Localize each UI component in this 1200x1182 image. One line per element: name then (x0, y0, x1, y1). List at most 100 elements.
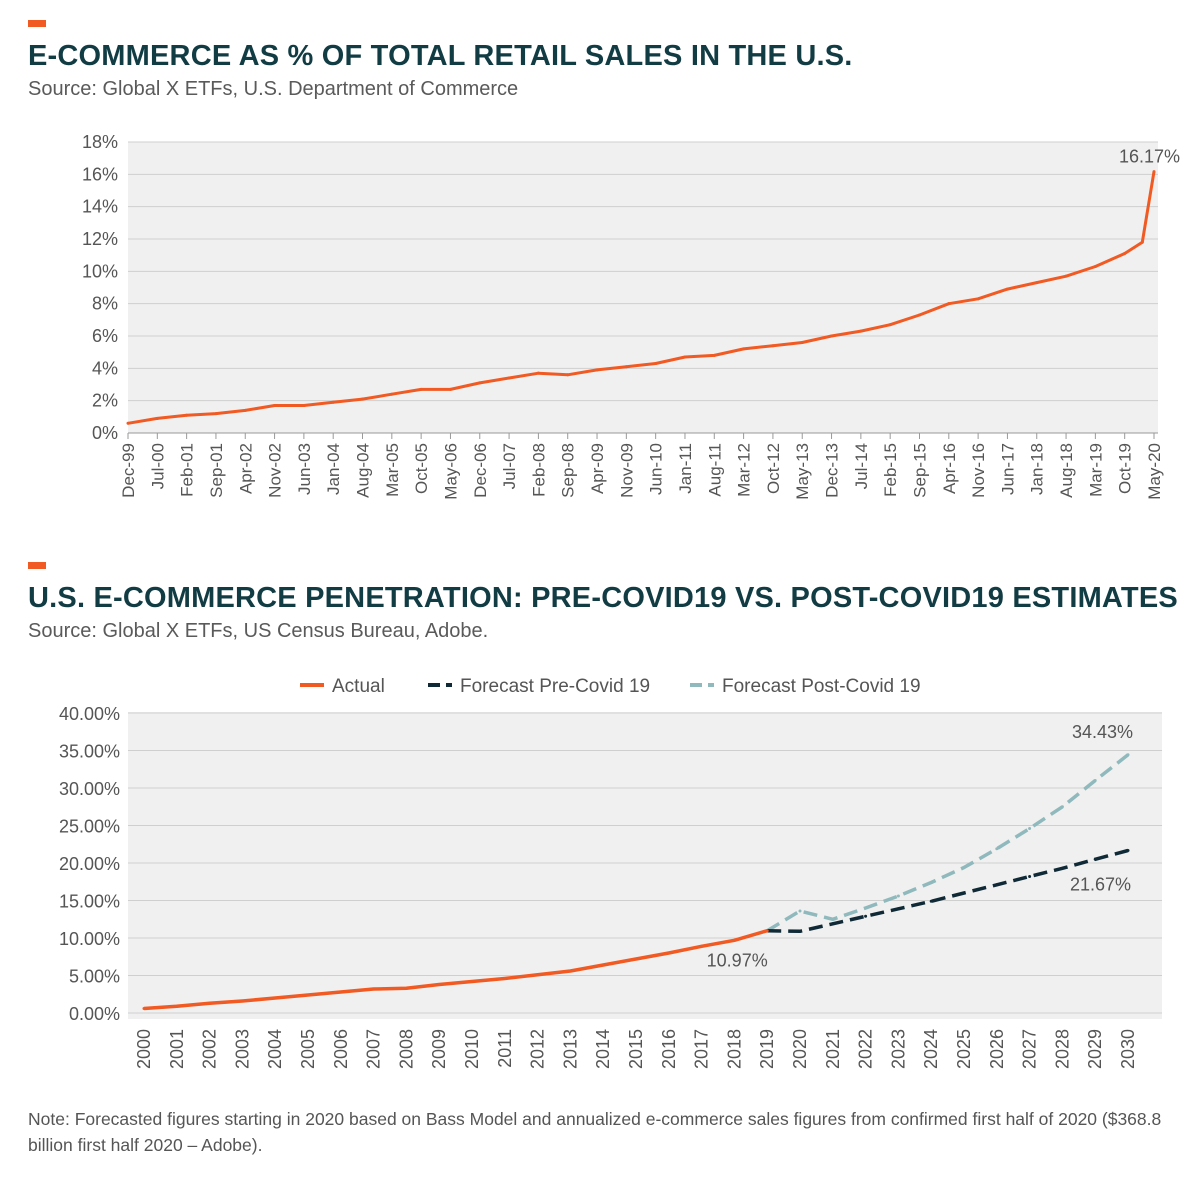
x-tick-label: Jan-18 (1028, 443, 1047, 495)
chart1-title: E-COMMERCE AS % OF TOTAL RETAIL SALES IN… (28, 40, 853, 72)
data-point (273, 996, 277, 1000)
data-point (331, 400, 335, 404)
data-point (601, 963, 605, 967)
x-tick-label: 2030 (1118, 1029, 1138, 1069)
y-tick-label: 25.00% (59, 817, 120, 837)
y-tick-label: 0.00% (69, 1004, 120, 1024)
data-point (404, 986, 408, 990)
y-tick-label: 6% (92, 326, 118, 346)
data-point (976, 297, 980, 301)
data-point (929, 899, 933, 903)
x-tick-label: Jun-10 (647, 443, 666, 495)
x-tick-label: 2018 (724, 1029, 744, 1069)
data-point (888, 323, 892, 327)
data-point (470, 980, 474, 983)
plot-area (128, 142, 1158, 433)
x-tick-label: 2028 (1052, 1029, 1072, 1069)
data-point (700, 944, 704, 948)
x-tick-label: 2000 (134, 1029, 154, 1069)
data-point (503, 977, 507, 980)
x-tick-label: Mar-12 (735, 443, 754, 497)
data-point (1140, 240, 1144, 244)
y-tick-label: 30.00% (59, 779, 120, 799)
data-point (1028, 875, 1032, 878)
data-point (864, 906, 868, 910)
data-label: 16.17% (1119, 147, 1180, 167)
x-tick-label: Jul-07 (500, 443, 519, 489)
data-point (896, 894, 900, 898)
chart1-source: Source: Global X ETFs, U.S. Department o… (28, 78, 519, 100)
x-tick-label: Dec-06 (471, 443, 490, 498)
data-point (566, 373, 570, 377)
x-tick-label: Apr-16 (940, 443, 959, 494)
data-point (798, 929, 802, 933)
x-tick-label: 2024 (921, 1029, 941, 1069)
x-tick-label: Apr-02 (236, 443, 255, 494)
x-tick-label: 2004 (265, 1029, 285, 1069)
y-tick-label: 18% (82, 132, 118, 152)
data-point (1035, 281, 1039, 285)
x-tick-label: Jan-04 (324, 443, 343, 495)
x-tick-label: 2019 (757, 1029, 777, 1069)
x-tick-label: 2015 (626, 1029, 646, 1069)
x-tick-label: Jun-17 (998, 443, 1017, 495)
x-tick-label: 2001 (167, 1029, 187, 1069)
data-point (798, 909, 802, 913)
x-tick-label: Jan-11 (676, 443, 695, 494)
data-point (302, 404, 306, 408)
y-tick-label: 2% (92, 391, 118, 411)
data-point (831, 917, 835, 921)
x-tick-label: 2027 (1020, 1029, 1040, 1069)
data-point (536, 371, 540, 375)
data-point (478, 381, 482, 385)
data-label: 21.67% (1070, 874, 1131, 894)
data-point (185, 413, 189, 417)
x-tick-label: Mar-05 (383, 443, 402, 497)
x-tick-label: Oct-19 (1116, 443, 1135, 494)
legend-label: Forecast Pre-Covid 19 (460, 676, 650, 697)
x-tick-label: 2006 (331, 1029, 351, 1069)
x-tick-label: 2003 (232, 1029, 252, 1069)
data-label: 34.43% (1072, 722, 1133, 742)
data-point (624, 365, 628, 369)
x-tick-label: Sep-01 (207, 443, 226, 498)
data-point (962, 891, 966, 895)
data-label: 10.97% (707, 951, 768, 971)
x-tick-label: Nov-09 (617, 443, 636, 498)
x-tick-label: Mar-19 (1086, 443, 1105, 497)
y-tick-label: 16% (82, 164, 118, 184)
x-tick-label: Dec-13 (823, 443, 842, 498)
data-point (1126, 848, 1130, 852)
y-tick-label: 12% (82, 229, 118, 249)
x-tick-label: 2014 (593, 1029, 613, 1069)
data-point (732, 938, 736, 942)
data-point (864, 914, 868, 918)
data-point (1123, 252, 1127, 256)
data-point (507, 376, 511, 380)
x-tick-label: Nov-02 (266, 443, 285, 498)
data-point (995, 847, 999, 851)
data-point (667, 951, 671, 955)
x-tick-label: 2013 (560, 1029, 580, 1069)
data-point (155, 416, 159, 420)
data-point (536, 973, 540, 977)
footnote: Note: Forecasted figures starting in 202… (28, 1109, 1162, 1155)
x-tick-label: 2026 (987, 1029, 1007, 1069)
data-point (361, 397, 365, 401)
legend-label: Actual (332, 676, 385, 697)
x-tick-label: Dec-99 (119, 443, 138, 498)
series-line-forecast-post-covid-19 (766, 753, 1130, 933)
data-point (214, 412, 218, 416)
data-point (142, 1007, 146, 1010)
x-tick-label: Aug-11 (705, 443, 724, 497)
data-point (771, 344, 775, 348)
data-point (1005, 287, 1009, 291)
x-tick-label: Aug-18 (1057, 443, 1076, 498)
y-tick-label: 0% (92, 423, 118, 443)
data-point (126, 421, 130, 425)
x-tick-label: 2005 (298, 1029, 318, 1069)
x-tick-label: 2016 (659, 1029, 679, 1069)
data-point (390, 392, 394, 396)
x-tick-label: May-20 (1145, 443, 1164, 500)
x-tick-label: 2017 (692, 1029, 712, 1069)
